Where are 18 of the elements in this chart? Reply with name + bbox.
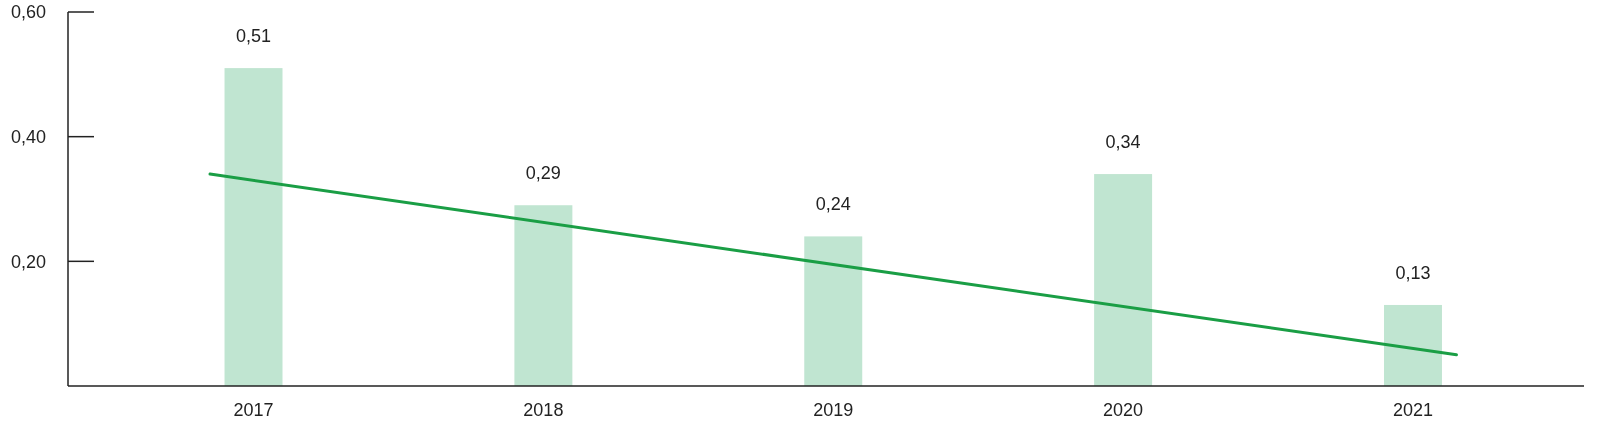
bar: [804, 236, 863, 386]
bar: [514, 205, 573, 386]
data-label: 0,29: [525, 163, 561, 184]
data-label: 0,24: [815, 194, 851, 215]
x-tick-label: 2019: [813, 400, 854, 420]
x-tick-label: 2020: [1103, 400, 1144, 420]
bar: [1094, 174, 1153, 386]
data-label: 0,13: [1395, 262, 1431, 283]
y-tick-label: 0,40: [10, 126, 46, 147]
data-label: 0,51: [235, 26, 272, 47]
y-tick-label: 0,60: [10, 2, 46, 23]
bar: [224, 68, 283, 386]
x-tick-label: 2018: [523, 400, 564, 420]
y-tick-label: 0,20: [10, 251, 46, 272]
x-tick-label: 2017: [233, 400, 274, 420]
data-label: 0,34: [1105, 132, 1141, 153]
x-tick-label: 2021: [1392, 400, 1433, 420]
bar: [1383, 304, 1442, 386]
